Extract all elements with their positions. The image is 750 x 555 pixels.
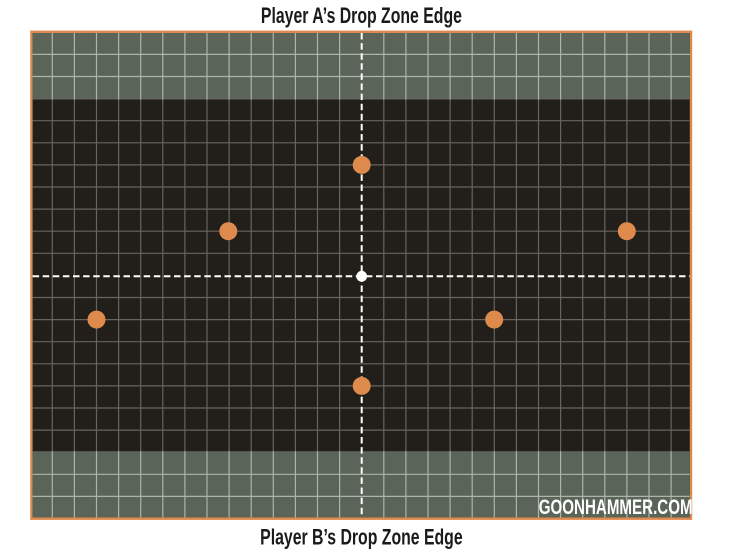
svg-text:Player B’s Drop Zone Edge: Player B’s Drop Zone Edge — [260, 526, 462, 550]
svg-text:GOONHAMMER.COM: GOONHAMMER.COM — [539, 494, 693, 518]
svg-text:Player A’s Drop Zone Edge: Player A’s Drop Zone Edge — [261, 5, 462, 29]
